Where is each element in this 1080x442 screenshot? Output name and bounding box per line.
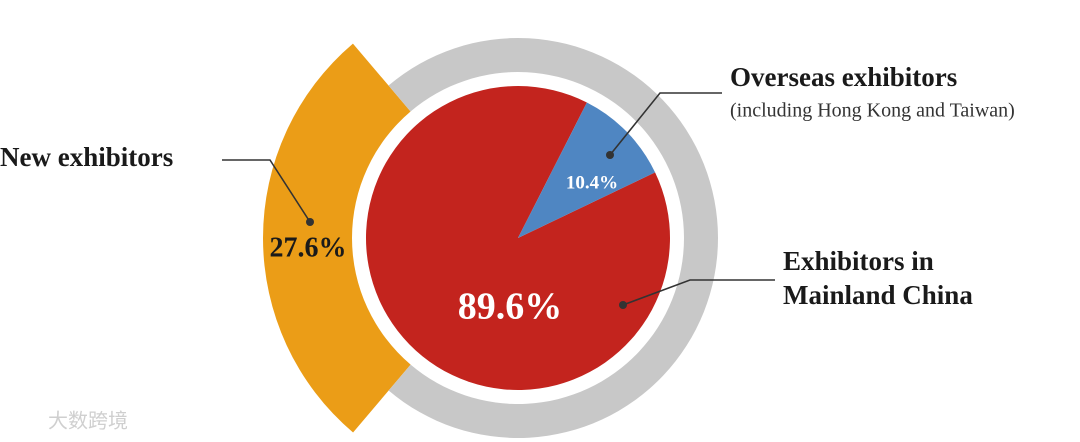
ring-segment: [388, 37, 719, 438]
leader-dot: [606, 151, 614, 159]
ring-segment: [263, 43, 411, 433]
leader-dot: [619, 301, 627, 309]
watermark: 大数跨境: [48, 409, 128, 433]
leader-dot: [306, 218, 314, 226]
legend-label: Exhibitors in Mainland China: [783, 246, 973, 310]
leader-line: [222, 159, 311, 223]
leader-line: [609, 92, 722, 156]
legend-label: Overseas exhibitors: [730, 62, 957, 92]
legend-label: New exhibitors: [0, 142, 173, 172]
leader-line: [622, 279, 775, 306]
data-label: 10.4%: [566, 172, 618, 193]
pie-slice: [518, 102, 656, 239]
marks: [263, 37, 719, 438]
legend-note: (including Hong Kong and Taiwan): [730, 100, 1015, 122]
legend-box: Exhibitors in Mainland China: [783, 246, 973, 310]
data-label: 27.6%: [270, 232, 347, 263]
leaders: [222, 92, 775, 306]
data-label: 89.6%: [458, 286, 563, 328]
